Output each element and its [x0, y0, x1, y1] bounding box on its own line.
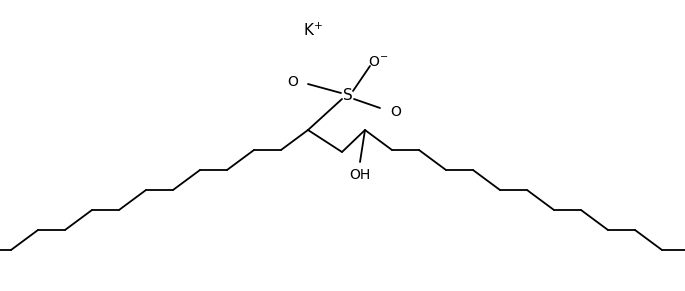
- Text: K$^{+}$: K$^{+}$: [303, 22, 323, 39]
- Text: O: O: [287, 75, 298, 89]
- Text: OH: OH: [349, 168, 371, 182]
- Text: O: O: [390, 105, 401, 119]
- Text: O$^{-}$: O$^{-}$: [368, 55, 388, 69]
- Text: S: S: [343, 88, 353, 102]
